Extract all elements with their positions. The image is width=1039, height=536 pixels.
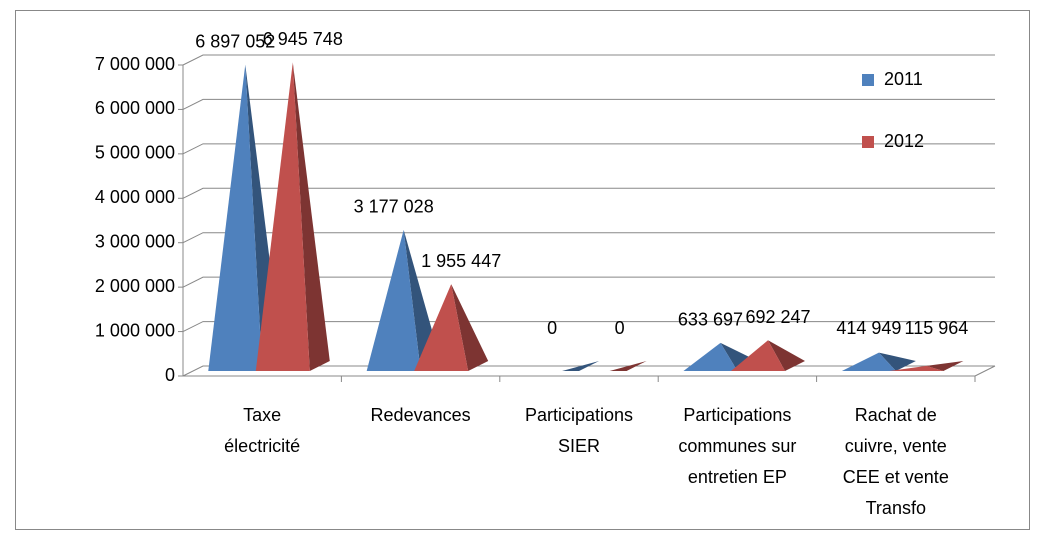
legend-swatch <box>862 74 874 86</box>
y-tick-label: 1 000 000 <box>95 320 175 340</box>
data-label: 692 247 <box>745 307 810 327</box>
x-tick-label: Taxe électricité <box>224 405 300 456</box>
pyramid <box>609 361 647 371</box>
data-label: 3 177 028 <box>354 197 434 217</box>
data-label: 1 955 447 <box>421 251 501 271</box>
pyramid-front <box>889 365 944 371</box>
pyramid-side <box>926 361 964 371</box>
x-tick-label: Participations communes sur entretien EP <box>678 405 796 487</box>
pyramid-front <box>255 62 310 371</box>
y-tick-label: 6 000 000 <box>95 98 175 118</box>
grid-line <box>182 232 995 244</box>
y-tick-label: 3 000 000 <box>95 231 175 251</box>
pyramid-front <box>730 340 785 371</box>
pyramid <box>255 62 330 371</box>
data-label: 0 <box>615 318 625 338</box>
x-tick-label: Redevances <box>371 405 471 425</box>
y-tick-label: 7 000 000 <box>95 54 175 74</box>
chart-border <box>15 10 1030 530</box>
data-label: 414 949 <box>836 318 901 338</box>
legend-label: 2012 <box>884 131 924 151</box>
pyramid <box>841 352 916 371</box>
pyramid-side <box>562 361 600 371</box>
data-label: 115 964 <box>905 318 969 338</box>
grid-line <box>182 321 995 333</box>
grid-line <box>182 276 995 288</box>
data-label: 6 897 052 <box>195 31 275 51</box>
pyramid-front <box>208 64 263 372</box>
pyramid-side <box>609 361 647 371</box>
legend-swatch <box>862 136 874 148</box>
pyramid-front <box>841 352 896 371</box>
grid-line <box>182 143 995 155</box>
pyramid <box>414 284 489 371</box>
y-tick-label: 2 000 000 <box>95 276 175 296</box>
grid-line <box>182 54 995 66</box>
legend-label: 2011 <box>884 69 923 89</box>
x-tick-label: Participations SIER <box>525 405 633 456</box>
y-tick-label: 4 000 000 <box>95 187 175 207</box>
pyramid-front <box>366 229 421 371</box>
y-tick-label: 0 <box>165 365 175 385</box>
grid-line <box>182 98 995 110</box>
pyramid-front <box>683 342 738 371</box>
pyramid-side <box>767 340 805 371</box>
x-tick-label: Rachat de cuivre, vente CEE et vente Transf… <box>843 405 949 518</box>
pyramid <box>562 361 600 371</box>
grid-line <box>182 187 995 199</box>
data-label: 0 <box>547 318 557 338</box>
pyramid-side <box>878 352 916 371</box>
pyramid-side <box>292 62 330 371</box>
pyramid-front <box>414 284 469 371</box>
y-tick-label: 5 000 000 <box>95 143 175 163</box>
pyramid <box>730 340 805 371</box>
pyramid-side <box>451 284 489 371</box>
pyramid <box>889 361 964 371</box>
data-label: 633 697 <box>678 310 743 330</box>
floor-edge <box>974 365 996 377</box>
data-label: 6 945 748 <box>263 29 343 49</box>
